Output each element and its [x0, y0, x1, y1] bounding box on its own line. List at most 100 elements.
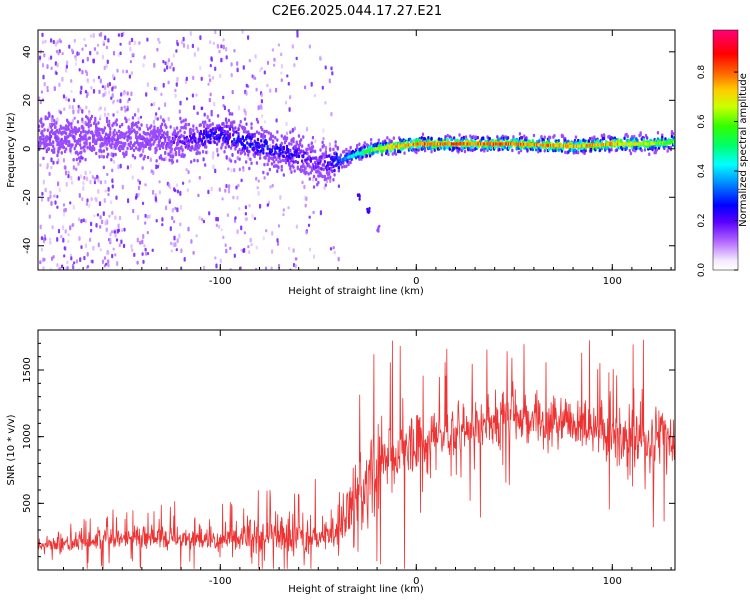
- spectrogram-ridge-cell: [94, 116, 97, 121]
- spectrogram-noise-cell: [85, 202, 89, 206]
- spectrogram-noise-cell: [280, 71, 283, 75]
- spectrogram-ridge-cell: [547, 139, 551, 143]
- spectrogram-noise-cell: [58, 38, 61, 43]
- spectrogram-noise-cell: [275, 118, 278, 123]
- spectrogram-noise-cell: [105, 64, 108, 69]
- spectrogram-noise-cell: [128, 74, 131, 79]
- spectrogram-noise-cell: [232, 195, 235, 200]
- spectrogram-noise-cell: [203, 265, 206, 270]
- spectrogram-noise-cell: [216, 217, 219, 222]
- spectrogram-ridge-cell: [239, 120, 242, 124]
- spectrogram-noise-cell: [80, 219, 83, 224]
- spectrogram-noise-cell: [219, 73, 222, 79]
- spectrogram-ridge-cell: [193, 158, 196, 163]
- spectrogram-noise-cell: [74, 57, 77, 62]
- spectrogram-ridge-cell: [386, 149, 389, 154]
- spectrogram-ridge-cell: [218, 139, 221, 143]
- spectrogram-ridge-cell: [79, 139, 82, 143]
- spectrogram-ridge-cell: [266, 144, 269, 149]
- spectrogram-noise-cell: [129, 163, 132, 169]
- spectrogram-noise-cell: [56, 62, 59, 68]
- spectrogram-noise-cell: [192, 75, 195, 81]
- spectrogram-ridge-cell: [263, 144, 266, 148]
- spectrogram-noise-cell: [171, 216, 174, 221]
- spectrogram-noise-cell: [282, 208, 285, 212]
- spectrogram-ridge-cell: [87, 124, 90, 129]
- spectrogram-ridge-cell: [90, 114, 94, 119]
- spectrogram-noise-cell: [82, 186, 85, 191]
- spectrogram-ridge-cell: [328, 171, 331, 175]
- spectrogram-noise-cell: [78, 217, 81, 222]
- spectrogram-noise-cell: [212, 164, 215, 170]
- spectrogram-ridge-cell: [574, 135, 578, 139]
- spectrogram-noise-cell: [172, 53, 175, 58]
- spectrogram-ridge-cell: [121, 122, 124, 127]
- spectrogram-noise-cell: [117, 33, 120, 37]
- spectrogram-ridge-cell: [237, 135, 240, 139]
- spectrogram-noise-cell: [68, 104, 71, 110]
- spectrogram-frame: [37, 29, 676, 271]
- spectrogram-noise-cell: [188, 179, 191, 184]
- spectrogram-ridge-cell: [288, 161, 291, 165]
- spectrogram-noise-cell: [107, 187, 110, 192]
- spectrogram-noise-cell: [94, 197, 97, 201]
- spectrogram-noise-cell: [144, 183, 147, 187]
- spectrogram-y-ticks: -40 -20 0 20 40: [22, 45, 675, 254]
- spectrogram-ridge-cell: [643, 148, 647, 152]
- spectrogram-noise-cell: [132, 208, 135, 214]
- spectrogram-noise-cell: [137, 185, 141, 191]
- spectrogram-noise-cell: [209, 92, 212, 97]
- spectrogram-ridge-cell: [233, 137, 236, 142]
- spectrogram-ridge-cell: [112, 122, 115, 126]
- spectrogram-ridge-cell: [520, 136, 524, 140]
- spectrogram-noise-cell: [132, 53, 135, 57]
- spectrogram-noise-cell: [255, 176, 258, 181]
- spectrogram-noise-cell: [101, 85, 104, 89]
- spectrogram-noise-cell: [294, 257, 297, 261]
- spectrogram-noise-cell: [170, 62, 173, 67]
- spectrogram-ridge-cell: [90, 131, 94, 135]
- spectrogram-ridge-cell: [654, 150, 657, 155]
- spectrogram-noise-cell: [86, 198, 89, 203]
- spectrogram-noise-cell: [243, 108, 246, 113]
- spectrogram-noise-cell: [237, 183, 240, 188]
- spectrogram-ridge-cell: [130, 129, 133, 133]
- spectrogram-ridge-cell: [136, 125, 139, 129]
- spectrogram-noise-cell: [79, 257, 82, 263]
- spectrogram-noise-cell: [41, 270, 43, 275]
- spectrogram-noise-cell: [289, 268, 292, 270]
- spectrogram-noise-cell: [145, 123, 148, 129]
- spectrogram-ridge-cell: [234, 159, 237, 164]
- spectrogram-ridge-cell: [430, 149, 433, 154]
- spectrogram-ridge-cell: [482, 136, 485, 140]
- spectrogram-ridge-cell: [567, 139, 570, 144]
- spectrogram-ridge-cell: [128, 127, 131, 132]
- spectrogram-noise-cell: [250, 243, 253, 247]
- spectrogram-ridge-cell: [102, 165, 105, 170]
- spectrogram-ridge-cell: [76, 120, 80, 124]
- spectrogram-ridge-cell: [196, 111, 199, 115]
- spectrogram-ridge-cell: [150, 143, 153, 147]
- spectrogram-ridge-cell: [243, 144, 247, 148]
- spectrogram-noise-cell: [166, 61, 169, 66]
- spectrogram-noise-cell: [271, 183, 274, 188]
- spectrogram-ridge-cell: [219, 126, 222, 130]
- spectrogram-noise-cell: [212, 41, 215, 46]
- spectrogram-noise-cell: [174, 88, 177, 93]
- spectrogram-noise-cell: [136, 260, 139, 265]
- spectrogram-noise-cell: [321, 85, 324, 90]
- spectrogram-ridge-cell: [370, 141, 373, 146]
- spectrogram-noise-cell: [222, 235, 225, 240]
- spectrogram-ridge-cell: [209, 123, 212, 127]
- spectrogram-ridge-cell: [98, 131, 101, 136]
- spectrogram-ridge-cell: [224, 130, 227, 134]
- spectrogram-ridge-cell: [105, 119, 109, 124]
- spectrogram-noise-cell: [54, 194, 57, 198]
- spectrogram-ridge-cell: [53, 150, 56, 154]
- spectrogram-noise-cell: [208, 211, 211, 216]
- spectrogram-ridge-cell: [133, 130, 137, 134]
- spectrogram-ridge-cell: [518, 132, 522, 136]
- spectrogram-noise-cell: [322, 128, 325, 133]
- spectrogram-noise-cell: [151, 248, 154, 252]
- spectrogram-noise-cell: [289, 95, 292, 100]
